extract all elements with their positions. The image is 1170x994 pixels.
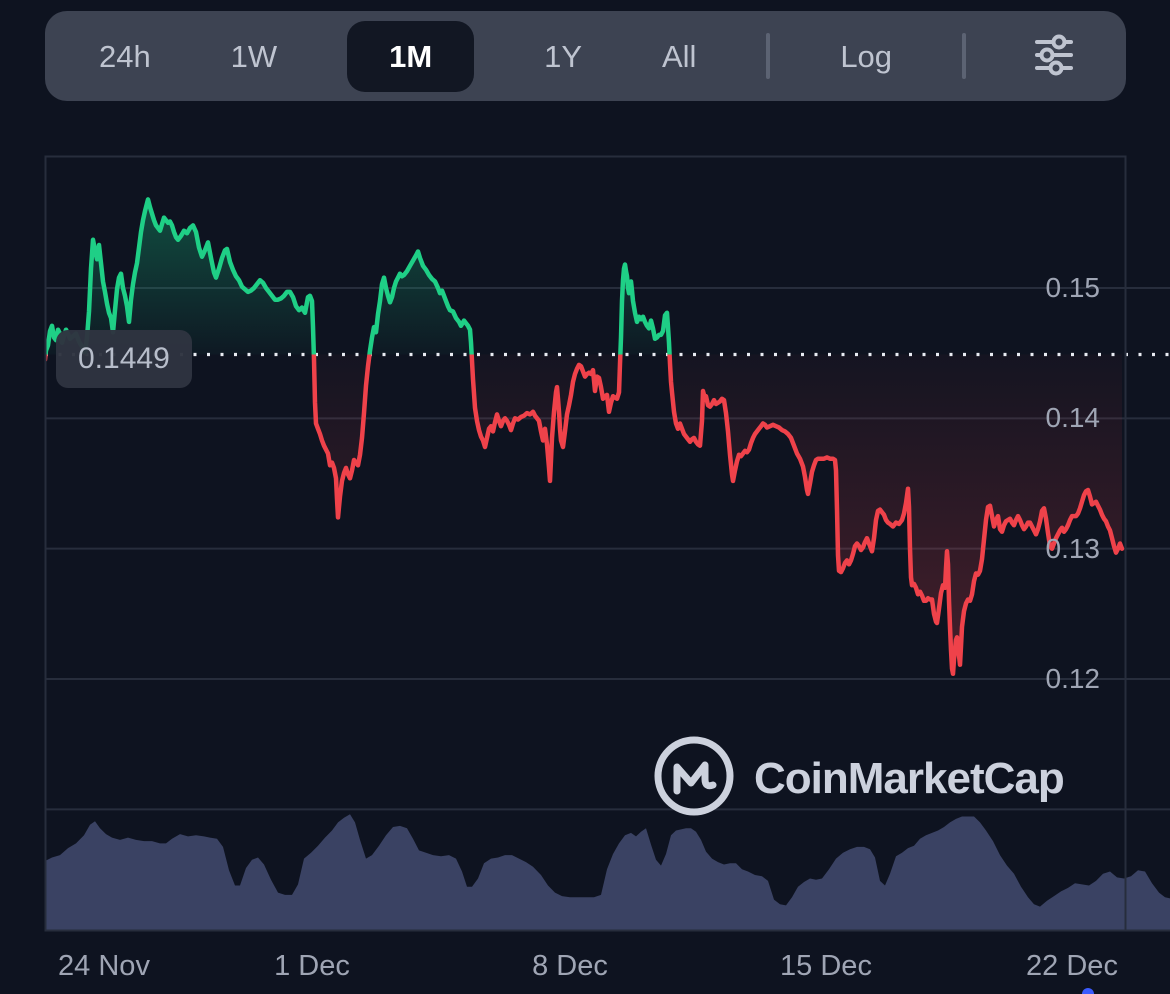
timeframe-1y[interactable]: 1Y bbox=[534, 27, 592, 86]
coinmarketcap-logo-icon bbox=[650, 732, 738, 825]
price-line-down bbox=[45, 354, 1125, 677]
sliders-icon bbox=[1030, 33, 1078, 80]
price-line-up bbox=[45, 197, 672, 355]
x-axis-label-8dec: 8 Dec bbox=[532, 950, 608, 982]
toolbar-divider bbox=[766, 33, 771, 79]
chart-border bbox=[44, 155, 1127, 932]
timeframe-1w[interactable]: 1W bbox=[221, 27, 288, 86]
timeframe-all[interactable]: All bbox=[652, 27, 706, 86]
log-scale-toggle[interactable]: Log bbox=[830, 27, 902, 86]
coinmarketcap-watermark: CoinMarketCap bbox=[650, 732, 1065, 825]
timeframe-1m[interactable]: 1M bbox=[347, 20, 475, 92]
price-area-below-baseline bbox=[45, 354, 1122, 674]
x-axis-label-15dec: 15 Dec bbox=[780, 950, 872, 982]
x-axis-label-22dec: 22 Dec bbox=[1026, 950, 1118, 982]
timeframe-toolbar: 24h 1W 1M 1Y All Log bbox=[45, 11, 1126, 101]
y-axis-label-0.13: 0.13 bbox=[1045, 532, 1101, 564]
accent-dot bbox=[1082, 988, 1094, 994]
baseline-price-badge: 0.1449 bbox=[56, 330, 192, 388]
y-axis-label-0.12: 0.12 bbox=[1045, 662, 1101, 694]
chart-settings-button[interactable] bbox=[1026, 29, 1082, 84]
x-axis-label-24nov: 24 Nov bbox=[58, 950, 150, 982]
y-axis-label-0.15: 0.15 bbox=[1045, 272, 1101, 303]
x-axis-label-1dec: 1 Dec bbox=[274, 950, 350, 982]
volume-area bbox=[45, 814, 1170, 930]
toolbar-divider bbox=[961, 33, 966, 79]
timeframe-24h[interactable]: 24h bbox=[89, 27, 161, 86]
y-axis-label-0.14: 0.14 bbox=[1045, 402, 1101, 434]
watermark-text: CoinMarketCap bbox=[754, 753, 1065, 803]
